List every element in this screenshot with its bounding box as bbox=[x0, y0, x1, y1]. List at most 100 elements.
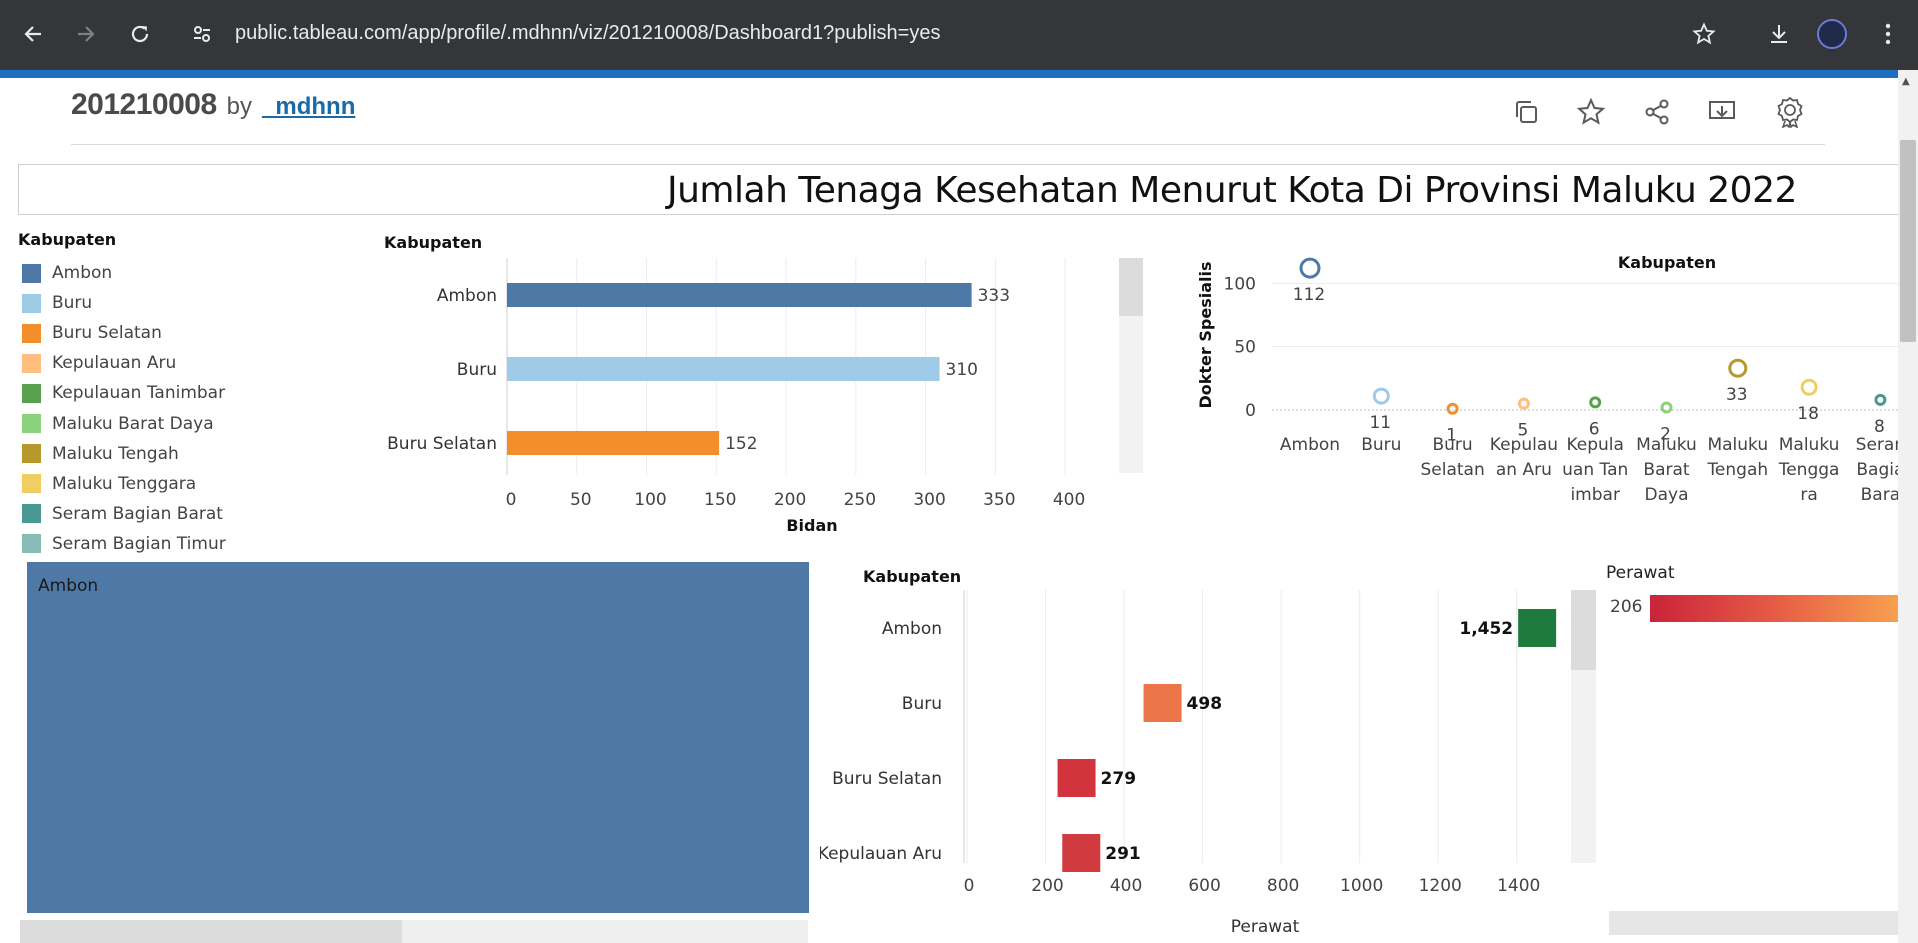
legend-swatch bbox=[22, 504, 41, 524]
copy-button[interactable] bbox=[1508, 94, 1544, 130]
x-tick-label: an Aru bbox=[1496, 460, 1552, 480]
data-point[interactable] bbox=[1517, 397, 1530, 410]
x-tick-label: Seran bbox=[1856, 435, 1898, 455]
favorite-button[interactable] bbox=[1573, 94, 1609, 130]
legend-item[interactable]: Ambon bbox=[22, 258, 226, 288]
x-tick-label: Bagia bbox=[1856, 460, 1898, 480]
legend-swatch bbox=[22, 353, 41, 373]
legend-item[interactable]: Maluku Tengah bbox=[22, 439, 226, 469]
reload-button[interactable] bbox=[120, 14, 160, 54]
share-icon bbox=[1645, 99, 1669, 125]
legend-item[interactable]: Buru bbox=[22, 288, 226, 318]
star-icon bbox=[1692, 22, 1716, 45]
data-point[interactable] bbox=[1446, 402, 1459, 415]
viz-title: 201210008 bbox=[71, 88, 217, 121]
legend-label: Maluku Tenggara bbox=[52, 473, 197, 494]
legend-item[interactable]: Seram Bagian Timur bbox=[22, 529, 226, 559]
data-label: 6 bbox=[1589, 419, 1600, 439]
x-tick-label: imbar bbox=[1570, 485, 1619, 505]
profile-button[interactable] bbox=[1812, 14, 1852, 54]
award-icon bbox=[1777, 96, 1803, 128]
site-settings-button[interactable] bbox=[186, 18, 218, 50]
x-tick-label: Tengga bbox=[1778, 460, 1840, 480]
bar[interactable] bbox=[1518, 609, 1557, 647]
perawat-legend-scrollbar[interactable] bbox=[1609, 911, 1898, 935]
data-point[interactable] bbox=[1660, 401, 1673, 414]
legend-swatch bbox=[22, 474, 41, 494]
bidan-row-header: Kabupaten bbox=[384, 233, 483, 252]
data-label: 5 bbox=[1517, 421, 1528, 441]
x-tick-label: Buru bbox=[1361, 435, 1401, 455]
vertical-scrollbar-thumb[interactable] bbox=[1119, 258, 1143, 316]
legend-item[interactable]: Buru Selatan bbox=[22, 318, 226, 348]
back-button[interactable] bbox=[13, 14, 53, 54]
perawat-bar-chart: Ambon 1,452 Buru 498 Buru Selatan 279 Kepulaua… bbox=[820, 590, 1596, 937]
y-tick-label: 50 bbox=[1234, 338, 1256, 358]
download-viz-button[interactable] bbox=[1704, 94, 1740, 130]
vertical-scrollbar-thumb[interactable] bbox=[1571, 590, 1596, 670]
x-tick-label: Barat bbox=[1643, 460, 1689, 480]
data-point[interactable] bbox=[1800, 378, 1818, 396]
y-tick-label: 0 bbox=[1245, 401, 1256, 421]
y-tick-label: 100 bbox=[1224, 274, 1256, 294]
bar[interactable] bbox=[1143, 684, 1182, 722]
legend-item[interactable]: Maluku Tenggara bbox=[22, 469, 226, 499]
legend-label: Buru Selatan bbox=[52, 323, 162, 344]
treemap-scrollbar-thumb[interactable] bbox=[20, 920, 402, 943]
browser-menu-button[interactable] bbox=[1868, 14, 1908, 54]
copy-icon bbox=[1516, 101, 1537, 123]
category-label: Buru Selatan bbox=[387, 434, 497, 454]
more-vert-icon bbox=[1885, 23, 1891, 45]
data-point[interactable] bbox=[1589, 396, 1602, 409]
viz-by-label: by bbox=[226, 93, 253, 120]
bar[interactable] bbox=[1057, 759, 1096, 797]
data-label: 1 bbox=[1446, 426, 1457, 446]
category-label: Buru bbox=[457, 360, 497, 380]
x-tick-label: ra bbox=[1800, 485, 1817, 505]
data-label: 310 bbox=[946, 360, 978, 380]
perawat-legend-title: Perawat bbox=[1606, 563, 1675, 583]
bar[interactable] bbox=[507, 431, 720, 455]
data-label: 2 bbox=[1660, 424, 1671, 444]
page-scrollbar-thumb[interactable] bbox=[1900, 140, 1916, 342]
legend-title: Kabupaten bbox=[18, 230, 117, 249]
data-point[interactable] bbox=[1299, 257, 1321, 279]
downloads-button[interactable] bbox=[1759, 14, 1799, 54]
bar[interactable] bbox=[507, 357, 940, 381]
viz-of-the-day-button[interactable] bbox=[1772, 94, 1808, 130]
legend-label: Buru bbox=[52, 293, 93, 314]
legend-label: Maluku Tengah bbox=[52, 443, 179, 464]
legend-label: Kepulauan Aru bbox=[52, 353, 177, 374]
bar[interactable] bbox=[1062, 834, 1101, 872]
author-link[interactable]: _mdhnn bbox=[262, 93, 356, 120]
scroll-up-arrow-icon[interactable]: ▲ bbox=[1902, 76, 1910, 87]
x-tick-label: Daya bbox=[1645, 485, 1689, 505]
x-tick-label: Tengah bbox=[1706, 460, 1768, 480]
legend-swatch bbox=[22, 444, 41, 464]
perawat-row-header: Kabupaten bbox=[863, 567, 962, 586]
data-label: 8 bbox=[1874, 417, 1885, 437]
category-label: Ambon bbox=[882, 619, 942, 639]
forward-button[interactable] bbox=[66, 14, 106, 54]
color-legend: Ambon Buru Buru Selatan Kepulauan Aru Kepula… bbox=[22, 258, 226, 559]
data-point[interactable] bbox=[1372, 387, 1390, 405]
address-bar[interactable]: public.tableau.com/app/profile/.mdhnn/vi… bbox=[235, 22, 941, 44]
legend-item[interactable]: Seram Bagian Barat bbox=[22, 499, 226, 529]
bar[interactable] bbox=[507, 283, 972, 307]
x-tick-label: Bara bbox=[1861, 485, 1898, 505]
x-tick-label: 1400 bbox=[1497, 876, 1540, 896]
treemap-ambon-tile[interactable]: Ambon bbox=[27, 562, 809, 913]
legend-item[interactable]: Kepulauan Tanimbar bbox=[22, 378, 226, 408]
x-tick-label: 250 bbox=[844, 490, 876, 510]
data-label: 333 bbox=[978, 286, 1010, 306]
bookmark-button[interactable] bbox=[1684, 14, 1724, 54]
share-button[interactable] bbox=[1639, 94, 1675, 130]
legend-item[interactable]: Maluku Barat Daya bbox=[22, 408, 226, 438]
legend-item[interactable]: Kepulauan Aru bbox=[22, 348, 226, 378]
data-point[interactable] bbox=[1874, 393, 1887, 406]
data-point[interactable] bbox=[1728, 358, 1748, 378]
x-tick-label: Maluku bbox=[1636, 435, 1697, 455]
legend-swatch bbox=[22, 293, 41, 313]
arrow-left-icon bbox=[24, 26, 41, 42]
x-tick-label: Buru bbox=[1432, 435, 1472, 455]
